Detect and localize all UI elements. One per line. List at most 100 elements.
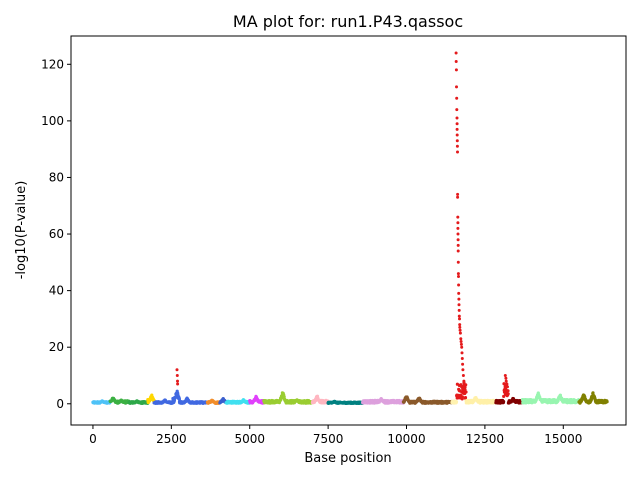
segment-series [494,398,506,405]
segment-series [262,391,314,405]
significant-point [504,379,508,383]
significant-point [455,116,459,120]
significant-point [456,195,460,199]
significant-point [455,144,459,148]
x-tick-label: 7500 [313,432,344,446]
significant-point [462,379,466,383]
significant-point [458,325,462,329]
significant-point [456,232,460,236]
significant-point [461,368,465,372]
segment-series [205,398,222,405]
significant-point [457,283,461,287]
segment-series [520,391,581,405]
y-tick-label: 40 [49,284,64,298]
significant-point [456,150,459,154]
data-point [591,391,595,395]
significant-point [460,345,464,349]
data-point [177,397,181,401]
significant-point [463,388,467,392]
significant-point [456,192,460,196]
segment-series [401,395,454,405]
significant-point [455,127,459,131]
significant-point [460,351,464,355]
data-point [464,390,468,394]
x-tick-label: 12500 [466,432,504,446]
significant-point [460,357,464,360]
significant-point [455,96,459,100]
chart-title: MA plot for: run1.P43.qassoc [233,12,463,31]
data-point [460,395,464,399]
significant-point [455,139,459,143]
significant-point [454,51,458,55]
significant-point [461,374,465,377]
significant-point [457,303,461,307]
significant-point [503,374,507,377]
significant-point [458,323,462,327]
significant-point [454,68,458,72]
significant-point [459,337,463,341]
significant-point [176,379,179,383]
x-tick-label: 5000 [234,432,265,446]
segment-series [224,398,252,405]
segment-series [455,381,468,401]
data-point [461,387,465,391]
data-point [605,400,609,404]
significant-point [456,215,460,219]
data-point [506,392,510,396]
data-point [463,396,468,400]
y-axis-ticks: 0 20 40 60 80 100 120 [41,57,71,411]
segment-series [450,399,459,405]
x-axis-ticks: 0 2500 5000 7500 10000 12500 15000 [89,425,582,446]
segment-series [577,391,609,405]
significant-point [456,221,460,225]
significant-point [463,385,466,389]
y-axis-label: -log10(P-value) [14,181,29,280]
significant-point [176,382,180,386]
significant-point [461,362,465,366]
x-tick-label: 10000 [387,432,425,446]
x-tick-label: 2500 [156,432,187,446]
significant-point [457,275,460,278]
significant-point [454,60,458,63]
x-axis-label: Base position [304,451,391,466]
significant-point [504,376,508,380]
data-point [172,398,176,403]
significant-point [458,317,461,321]
significant-point [455,108,459,112]
significant-point [456,260,460,264]
segment-series [146,393,156,405]
segment-series [108,396,131,405]
data-points [91,51,609,405]
data-point [454,400,459,404]
significant-point [455,85,458,89]
y-tick-label: 60 [49,227,64,241]
segment-series [326,399,365,405]
significant-point [175,374,179,377]
segment-series [127,399,150,405]
significant-point [457,297,461,301]
significant-point [456,226,460,230]
data-point [502,400,506,404]
segment-series [464,396,498,405]
y-tick-label: 100 [41,114,64,128]
significant-point [456,249,460,253]
y-tick-label: 20 [49,340,64,354]
significant-point [457,314,461,318]
y-tick-label: 80 [49,170,64,184]
significant-point [458,331,462,335]
significant-point [506,385,509,389]
significant-point [456,243,460,247]
significant-point [175,368,179,372]
segment-series [177,396,208,405]
significant-point [505,382,509,386]
plot-frame [70,35,627,426]
significant-point [456,272,460,276]
data-point [506,389,510,393]
significant-point [455,133,459,137]
x-tick-label: 15000 [544,432,582,446]
significant-point [457,308,461,312]
y-tick-label: 120 [41,57,64,71]
segment-series [171,389,181,405]
segment-series [91,399,112,405]
